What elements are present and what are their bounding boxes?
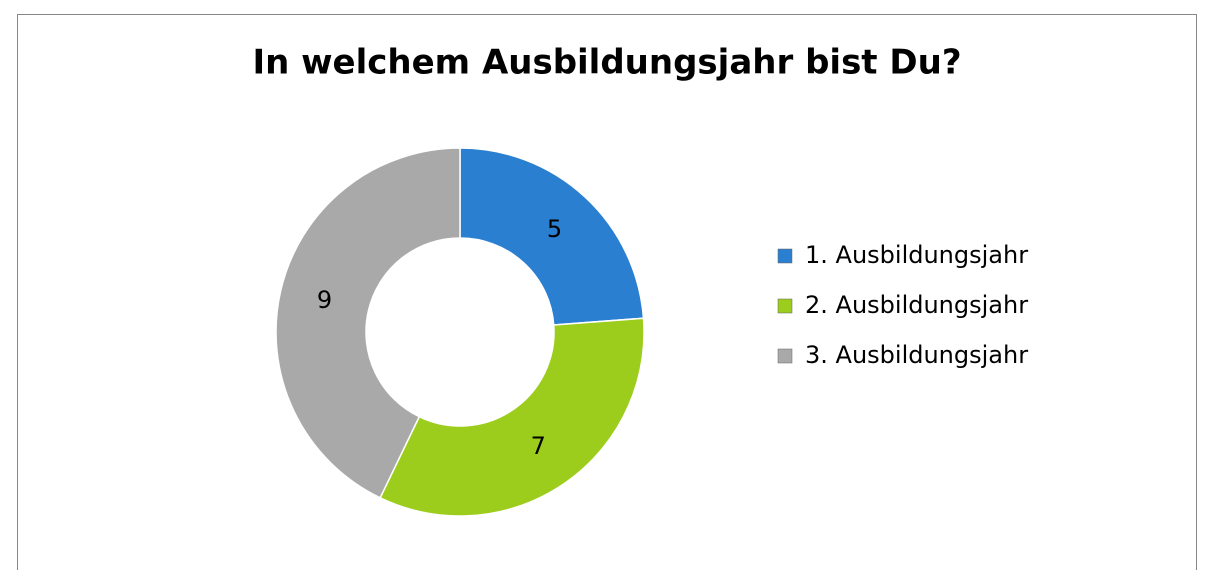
data-label: 7 (531, 432, 546, 460)
legend-swatch (777, 298, 793, 314)
donut-segment (459, 147, 645, 326)
donut-segment (275, 147, 461, 499)
legend-swatch (777, 348, 793, 364)
legend-label: 1. Ausbildungsjahr (805, 241, 1028, 269)
donut-segment (379, 317, 645, 517)
legend-swatch (777, 248, 793, 264)
data-label: 9 (317, 286, 332, 314)
legend-label: 2. Ausbildungsjahr (805, 291, 1028, 319)
data-label: 5 (547, 215, 562, 243)
legend-label: 3. Ausbildungsjahr (805, 341, 1028, 369)
chart-title: In welchem Ausbildungsjahr bist Du? (252, 43, 961, 83)
